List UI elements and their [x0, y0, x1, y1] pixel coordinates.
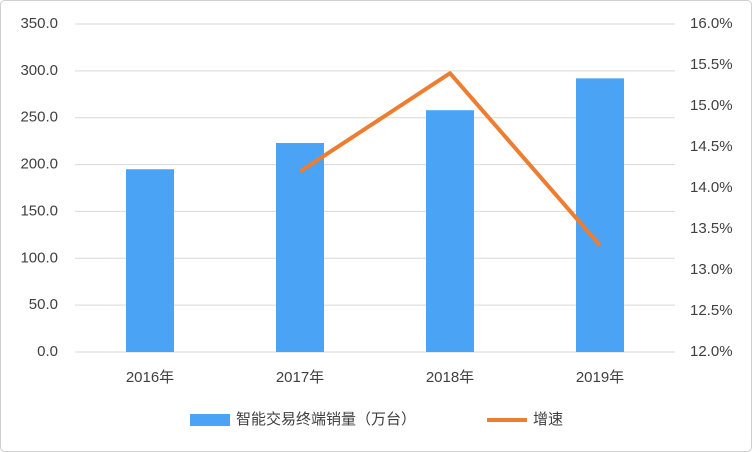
bar	[126, 169, 174, 352]
y2-tick-label: 15.0%	[690, 97, 733, 114]
bar	[576, 78, 624, 353]
y-tick-label: 0.0	[37, 343, 58, 360]
y2-tick-label: 13.5%	[690, 220, 733, 237]
y2-tick-label: 12.5%	[690, 302, 733, 319]
y-tick-label: 250.0	[20, 109, 58, 126]
legend-label: 智能交易终端销量（万台）	[236, 410, 416, 428]
legend-swatch	[190, 414, 230, 426]
y2-tick-label: 13.0%	[690, 261, 733, 278]
bar	[276, 143, 324, 352]
y-tick-label: 150.0	[20, 202, 58, 219]
y-tick-label: 300.0	[20, 62, 58, 79]
y2-tick-label: 12.0%	[690, 343, 733, 360]
x-tick-label: 2016年	[126, 369, 174, 386]
y2-tick-label: 16.0%	[690, 15, 733, 32]
y-tick-label: 350.0	[20, 15, 58, 32]
x-tick-label: 2017年	[276, 369, 324, 386]
y-tick-label: 50.0	[29, 296, 58, 313]
x-tick-label: 2018年	[426, 369, 474, 386]
y2-tick-label: 15.5%	[690, 56, 733, 73]
y2-tick-label: 14.5%	[690, 138, 733, 155]
legend-label: 增速	[533, 411, 563, 428]
x-tick-label: 2019年	[576, 369, 624, 386]
y2-tick-label: 14.0%	[690, 179, 733, 196]
bar	[426, 110, 474, 353]
y-tick-label: 100.0	[20, 249, 58, 266]
line	[298, 71, 602, 247]
y-tick-label: 200.0	[20, 156, 58, 173]
